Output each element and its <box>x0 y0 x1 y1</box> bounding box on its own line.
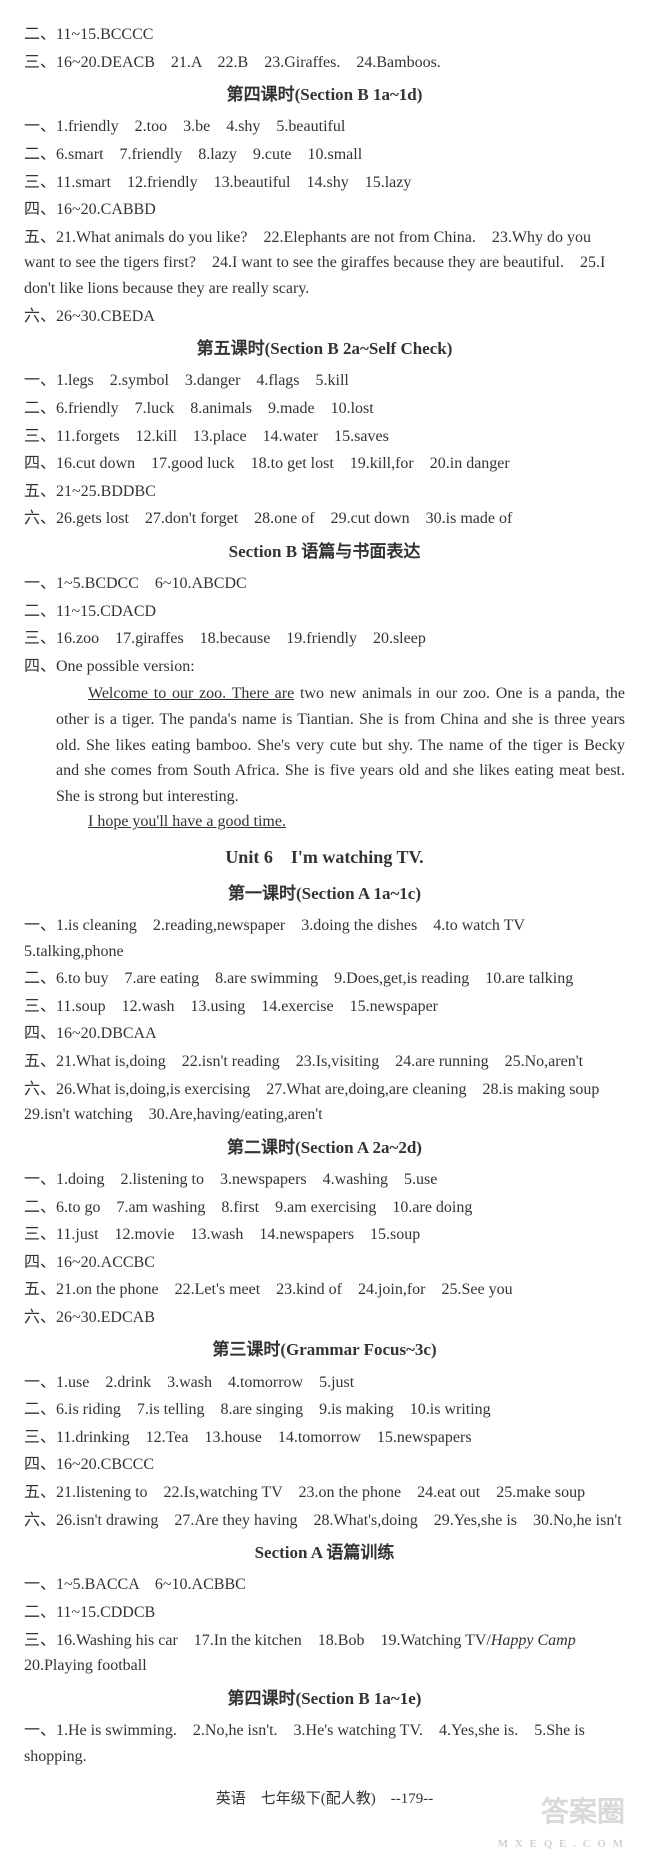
answer-line: 四、16~20.CBCCC <box>24 1452 625 1478</box>
lesson-heading: 第四课时(Section B 1a~1e) <box>24 1685 625 1712</box>
answer-line: 五、21.on the phone 22.Let's meet 23.kind … <box>24 1277 625 1303</box>
answer-line: 五、21.What animals do you like? 22.Elepha… <box>24 225 625 302</box>
answer-line: 二、11~15.CDACD <box>24 599 625 625</box>
answer-line: 六、26.What is,doing,is exercising 27.What… <box>24 1077 625 1128</box>
answer-line: 二、11~15.BCCCC <box>24 22 625 48</box>
essay-paragraph: I hope you'll have a good time. <box>56 809 625 835</box>
answer-line: 三、16.Washing his car 17.In the kitchen 1… <box>24 1628 625 1679</box>
answer-line: 一、1~5.BCDCC 6~10.ABCDC <box>24 571 625 597</box>
answer-line: 二、6.is riding 7.is telling 8.are singing… <box>24 1397 625 1423</box>
answer-text: 三、16.Washing his car 17.In the kitchen 1… <box>24 1632 491 1649</box>
answer-line: 三、16.zoo 17.giraffes 18.because 19.frien… <box>24 626 625 652</box>
essay-underline: I hope you'll have a good time. <box>88 813 286 830</box>
answer-line: 一、1~5.BACCA 6~10.ACBBC <box>24 1572 625 1598</box>
answer-line: 三、11.smart 12.friendly 13.beautiful 14.s… <box>24 170 625 196</box>
section-heading: Section A 语篇训练 <box>24 1539 625 1566</box>
answer-line: 四、One possible version: <box>24 654 625 680</box>
answer-line: 四、16~20.DBCAA <box>24 1021 625 1047</box>
answer-line: 三、16~20.DEACB 21.A 22.B 23.Giraffes. 24.… <box>24 50 625 76</box>
essay-paragraph: Welcome to our zoo. There are two new an… <box>56 681 625 809</box>
answer-line: 六、26~30.CBEDA <box>24 304 625 330</box>
answer-line: 二、6.smart 7.friendly 8.lazy 9.cute 10.sm… <box>24 142 625 168</box>
answer-line: 五、21.What is,doing 22.isn't reading 23.I… <box>24 1049 625 1075</box>
answer-line: 四、16.cut down 17.good luck 18.to get los… <box>24 451 625 477</box>
answer-line: 六、26.isn't drawing 27.Are they having 28… <box>24 1508 625 1534</box>
essay-text: two new animals in our zoo. One is a pan… <box>56 685 625 804</box>
answer-line: 一、1.friendly 2.too 3.be 4.shy 5.beautifu… <box>24 114 625 140</box>
answer-line: 六、26.gets lost 27.don't forget 28.one of… <box>24 506 625 532</box>
answer-line: 二、11~15.CDDCB <box>24 1600 625 1626</box>
lesson-heading: 第四课时(Section B 1a~1d) <box>24 81 625 108</box>
watermark: 答案圈 M X E Q E . C O M <box>24 1791 625 1853</box>
italic-title: Happy Camp <box>491 1632 576 1649</box>
answer-line: 一、1.legs 2.symbol 3.danger 4.flags 5.kil… <box>24 368 625 394</box>
answer-line: 一、1.doing 2.listening to 3.newspapers 4.… <box>24 1167 625 1193</box>
lesson-heading: 第一课时(Section A 1a~1c) <box>24 880 625 907</box>
answer-line: 五、21.listening to 22.Is,watching TV 23.o… <box>24 1480 625 1506</box>
lesson-heading: 第三课时(Grammar Focus~3c) <box>24 1336 625 1363</box>
answer-line: 二、6.friendly 7.luck 8.animals 9.made 10.… <box>24 396 625 422</box>
answer-line: 一、1.He is swimming. 2.No,he isn't. 3.He'… <box>24 1718 625 1769</box>
answer-line: 三、11.just 12.movie 13.wash 14.newspapers… <box>24 1222 625 1248</box>
watermark-sub: M X E Q E . C O M <box>24 1836 625 1854</box>
answer-line: 五、21~25.BDDBC <box>24 479 625 505</box>
answer-line: 四、16~20.CABBD <box>24 197 625 223</box>
answer-line: 一、1.is cleaning 2.reading,newspaper 3.do… <box>24 913 625 964</box>
unit-heading: Unit 6 I'm watching TV. <box>24 843 625 872</box>
answer-line: 一、1.use 2.drink 3.wash 4.tomorrow 5.just <box>24 1370 625 1396</box>
essay-underline: Welcome to our zoo. There are <box>88 685 294 702</box>
watermark-text: 答案圈 <box>541 1797 625 1828</box>
answer-line: 四、16~20.ACCBC <box>24 1250 625 1276</box>
answer-line: 二、6.to go 7.am washing 8.first 9.am exer… <box>24 1195 625 1221</box>
answer-line: 二、6.to buy 7.are eating 8.are swimming 9… <box>24 966 625 992</box>
answer-line: 六、26~30.EDCAB <box>24 1305 625 1331</box>
answer-line: 三、11.drinking 12.Tea 13.house 14.tomorro… <box>24 1425 625 1451</box>
section-heading: Section B 语篇与书面表达 <box>24 538 625 565</box>
lesson-heading: 第二课时(Section A 2a~2d) <box>24 1134 625 1161</box>
answer-line: 三、11.forgets 12.kill 13.place 14.water 1… <box>24 424 625 450</box>
answer-line: 三、11.soup 12.wash 13.using 14.exercise 1… <box>24 994 625 1020</box>
lesson-heading: 第五课时(Section B 2a~Self Check) <box>24 335 625 362</box>
